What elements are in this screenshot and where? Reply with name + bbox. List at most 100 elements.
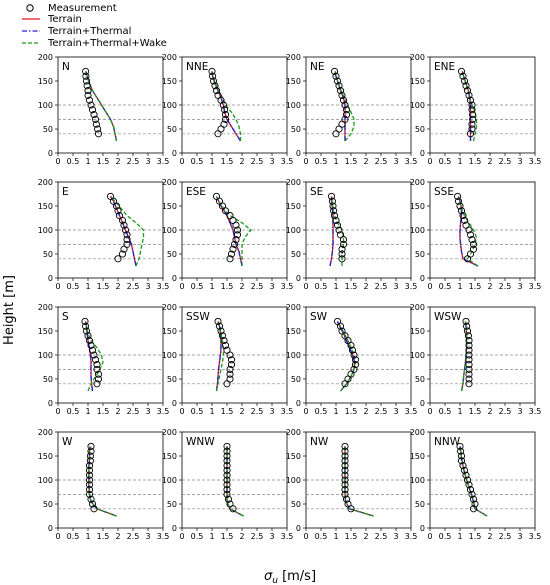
x-tick-label: 2.5 — [251, 282, 264, 291]
measurement-point — [94, 130, 103, 138]
x-tick-label: 0.5 — [439, 157, 452, 166]
y-tick-label: 150 — [410, 327, 425, 336]
measurement-point — [221, 115, 230, 123]
series-terrain-thermal-wake — [84, 321, 104, 392]
y-tick-label: 50 — [43, 125, 53, 134]
measurement-point — [465, 91, 473, 99]
x-tick-label: 1.5 — [221, 282, 234, 291]
y-tick-label: 100 — [162, 101, 177, 110]
y-tick-label: 100 — [410, 226, 425, 235]
x-tick-label: 1 — [85, 407, 90, 416]
x-tick-label: 0.5 — [315, 407, 328, 416]
panel-ne: 0 0.5 1 1.5 2 2.5 3 3.5 0 50 100 150 200 NE — [286, 53, 418, 166]
y-tick-label: 100 — [410, 351, 425, 360]
x-tick-label: 0.5 — [67, 282, 80, 291]
x-tick-label: 0.5 — [191, 532, 204, 541]
panel-direction-label: NW — [310, 436, 329, 448]
measurement-point — [85, 466, 94, 474]
measurement-point — [87, 447, 95, 455]
measurement-point — [462, 317, 470, 325]
x-tick-label: 0.5 — [315, 532, 328, 541]
y-tick-label: 0 — [172, 149, 177, 158]
x-tick-label: 3.5 — [157, 532, 170, 541]
measurement-point — [466, 96, 475, 104]
x-tick-label: 2 — [239, 282, 244, 291]
y-tick-label: 100 — [162, 351, 177, 360]
measurement-point — [209, 72, 217, 80]
series-terrain-thermal-wake — [226, 446, 244, 517]
x-tick-label: 1 — [457, 157, 462, 166]
y-tick-label: 50 — [291, 125, 301, 134]
measurement-point — [469, 245, 478, 253]
x-tick-label: 1 — [333, 157, 338, 166]
measurement-point — [123, 240, 131, 248]
measurement-point — [226, 370, 234, 378]
x-tick-label: 1 — [333, 532, 338, 541]
measurement-point — [85, 476, 94, 484]
y-tick-label: 100 — [162, 226, 177, 235]
x-tick-label: 1 — [85, 282, 90, 291]
measurement-point — [466, 231, 475, 239]
panel-nne: 0 0.5 1 1.5 2 2.5 3 3.5 0 50 100 150 200 NNE — [162, 53, 294, 166]
x-axis-title-subscript: u — [272, 576, 278, 585]
y-tick-label: 0 — [420, 149, 425, 158]
x-tick-label: 0.5 — [67, 157, 80, 166]
measurement-point — [338, 327, 346, 335]
panel-se: 0 0.5 1 1.5 2 2.5 3 3.5 0 50 100 150 200 SE — [286, 178, 418, 291]
measurement-point — [335, 226, 343, 234]
measurement-point — [226, 365, 234, 373]
measurement-point — [465, 361, 473, 369]
x-tick-label: 3.5 — [405, 282, 418, 291]
measurement-point — [90, 505, 98, 513]
x-tick-label: 2 — [115, 407, 120, 416]
measurement-point — [332, 216, 340, 224]
measurement-point — [469, 111, 477, 119]
y-tick-label: 200 — [38, 428, 53, 437]
x-tick-label: 3 — [393, 407, 398, 416]
measurement-point — [351, 356, 360, 364]
measurement-point — [115, 212, 124, 220]
x-tick-label: 0 — [55, 282, 60, 291]
y-tick-label: 200 — [410, 178, 425, 187]
series-terrain-thermal-wake — [457, 196, 479, 267]
measurement-point — [84, 332, 92, 340]
series-terrain-thermal-wake — [336, 321, 357, 392]
series-terrain-thermal — [215, 196, 243, 267]
measurement-point — [465, 346, 473, 354]
measurement-point — [223, 457, 231, 465]
x-tick-label: 0 — [179, 532, 184, 541]
panel-sw: 0 0.5 1 1.5 2 2.5 3 3.5 0 50 100 150 200 SW — [286, 303, 418, 416]
x-axis-title: σu [m/s] — [264, 569, 316, 585]
measurement-point — [457, 452, 466, 460]
x-tick-label: 0.5 — [67, 407, 80, 416]
measurement-point — [457, 447, 465, 455]
measurement-point — [223, 462, 231, 470]
measurement-point — [469, 495, 478, 503]
y-tick-label: 200 — [410, 303, 425, 312]
measurement-point — [459, 72, 467, 80]
series-terrain-thermal-wake — [215, 321, 225, 392]
x-tick-label: 1 — [457, 532, 462, 541]
y-tick-label: 150 — [286, 77, 301, 86]
x-tick-label: 3 — [517, 532, 522, 541]
y-tick-label: 100 — [38, 101, 53, 110]
series-terrain-thermal-wake — [211, 71, 242, 141]
y-tick-label: 0 — [48, 149, 53, 158]
x-tick-label: 0 — [427, 407, 432, 416]
panel-ene: 0 0.5 1 1.5 2 2.5 3 3.5 0 50 100 150 200 ENE — [410, 53, 542, 166]
measurement-point — [220, 337, 228, 345]
measurement-point — [233, 226, 242, 234]
panel-direction-label: WNW — [186, 436, 215, 448]
panel-sse: 0 0.5 1 1.5 2 2.5 3 3.5 0 50 100 150 200 SSE — [410, 178, 542, 291]
measurement-point — [223, 346, 231, 354]
x-tick-label: 3.5 — [281, 282, 294, 291]
series-terrain-thermal — [334, 71, 346, 141]
measurement-point — [465, 370, 473, 378]
panel-ese: 0 0.5 1 1.5 2 2.5 3 3.5 0 50 100 150 200 ESE — [162, 178, 294, 291]
measurement-point — [84, 91, 92, 99]
y-tick-label: 200 — [410, 53, 425, 62]
x-tick-label: 3 — [145, 282, 150, 291]
x-tick-label: 2 — [239, 157, 244, 166]
x-tick-label: 3 — [517, 157, 522, 166]
measurement-point — [330, 207, 338, 215]
